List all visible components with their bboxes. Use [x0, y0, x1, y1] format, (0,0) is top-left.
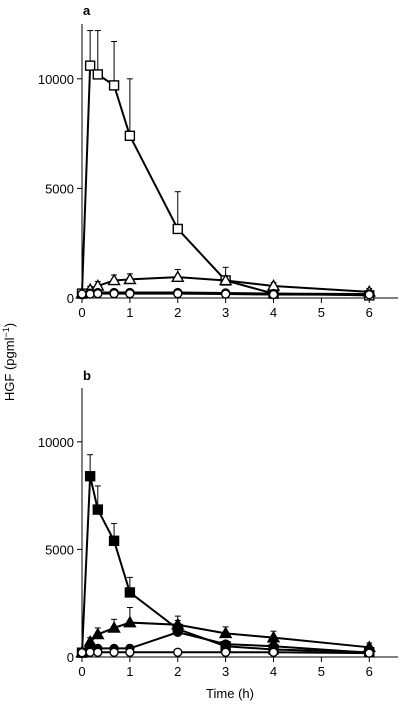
panel-a-x-tick-label: 6 — [366, 305, 373, 320]
panel-a-series-open-circle-point — [77, 289, 87, 299]
panel-a-series-open-triangle-point — [218, 273, 233, 286]
panel-b-x-tick-label: 4 — [270, 664, 277, 679]
panel-a-series-open-square-point — [124, 130, 136, 141]
panel-a-x-tick-label: 1 — [126, 305, 133, 320]
panel-b-series-filled-square-point — [108, 535, 120, 546]
panel-a-y-tick-label: 5000 — [45, 181, 74, 196]
panel-a-series-open-circle-point — [220, 289, 231, 299]
panel-b-y-tick-label: 10000 — [38, 435, 74, 450]
panel-b-y-tick-label: 5000 — [45, 542, 74, 557]
panel-a-series-open-triangle-point — [171, 270, 185, 283]
panel-b-x-tick-label: 1 — [126, 664, 133, 679]
panel-a-series-open-square-point — [84, 60, 96, 71]
panel-b-series-filled-square-point — [92, 504, 104, 515]
panel-a-series-open-circle-point — [85, 289, 95, 299]
panel-b-series-open-circle-point — [364, 648, 374, 658]
panel-b-series-filled-circle-point — [173, 627, 183, 637]
panel-a-series-open-triangle-point — [107, 273, 121, 286]
panel-a-x-tick-label: 3 — [222, 305, 229, 320]
panel-a-series-open-square-point — [92, 69, 104, 80]
panel-b-series-open-circle-point — [77, 647, 87, 658]
panel-b-series-open-circle-point — [220, 647, 231, 657]
panel-a-series-open-triangle-point — [123, 272, 137, 285]
panel-a-series-open-circle-point — [125, 288, 135, 299]
panel-b-series-filled-circle-point — [220, 639, 231, 649]
panel-b-series-filled-triangle-point — [218, 626, 233, 639]
y-axis-title: HGF (pgml−1) — [1, 323, 17, 401]
panel-b-series-filled-triangle-point — [91, 627, 105, 640]
panel-a-label: a — [83, 3, 91, 18]
panel-b-label: b — [83, 368, 91, 383]
x-axis-title: Time (h) — [206, 686, 254, 701]
y-axis-title-superscript: −1 — [1, 327, 11, 337]
panel-b-series-open-circle-point — [268, 647, 279, 657]
panel-b-x-tick-label: 3 — [222, 664, 229, 679]
panel-b-x-tick-label: 5 — [318, 664, 325, 679]
panel-a-x-tick-label: 0 — [78, 305, 85, 320]
panel-b-x-tick-label: 6 — [366, 664, 373, 679]
panel-b-series-open-circle-point — [173, 647, 183, 657]
panel-b-series-filled-square-point — [124, 587, 136, 598]
panel-b-series-open-circle-point — [93, 647, 103, 657]
panel-a-series-open-circle-point — [268, 289, 279, 300]
panel-b-series-open-circle-point — [85, 647, 95, 657]
panel-a-series-open-circle-point — [109, 288, 119, 299]
panel-a-x-tick-label: 2 — [174, 305, 181, 320]
panel-b-series-open-circle-point — [125, 647, 135, 657]
panel-a-series-open-circle-point — [93, 288, 103, 299]
panel-b-series-filled-triangle-point — [107, 621, 121, 633]
panel-b-x-tick-label: 2 — [174, 664, 181, 679]
panel-b-series-open-circle-point — [109, 647, 119, 657]
panel-b-series-filled-triangle-point — [123, 615, 137, 628]
panel-b-y-tick-label: 0 — [67, 650, 74, 665]
panel-a-y-tick-label: 0 — [67, 291, 74, 306]
y-axis-title-main: HGF (pgml — [2, 337, 17, 401]
panel-a-y-tick-label: 10000 — [38, 72, 74, 87]
panel-b-series-filled-square-point — [84, 471, 96, 482]
panel-a-x-tick-label: 4 — [270, 305, 277, 320]
panel-a-series-open-square-line — [81, 63, 370, 297]
panel-a-series-open-circle-point — [173, 288, 183, 299]
panel-a-series-open-square-point — [108, 80, 120, 91]
y-axis-title-close: ) — [2, 323, 17, 327]
panel-a-series-open-circle-point — [364, 290, 374, 300]
panel-a-plot: 0 1 2 3 4 5 6 0 5000 10000 — [38, 24, 398, 320]
panel-a-series-open-square-point — [172, 223, 183, 235]
panel-b-plot: 0 1 2 3 4 5 6 0 5000 10000 — [38, 388, 398, 679]
panel-a-x-tick-label: 5 — [318, 305, 325, 320]
panel-b-x-tick-label: 0 — [78, 664, 85, 679]
